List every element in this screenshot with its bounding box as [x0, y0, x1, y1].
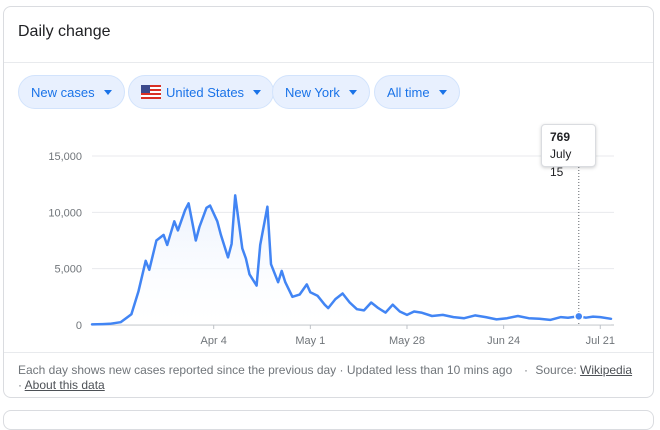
country-filter-chip[interactable]: United States	[128, 75, 275, 109]
chart-tooltip: 769 July 15	[541, 124, 596, 179]
separator-dot: ·	[524, 363, 528, 377]
daily-change-card: Daily change New cases United States New…	[3, 6, 654, 398]
x-tick-label: Jul 21	[586, 335, 615, 347]
source-line: · Source: Wikipedia	[520, 363, 632, 378]
chevron-down-icon	[348, 89, 357, 95]
x-tick-label: May 28	[389, 335, 425, 347]
tooltip-value: 769	[550, 130, 571, 144]
x-tick-label: Jun 24	[487, 335, 520, 347]
series-area	[92, 195, 611, 325]
next-card-edge	[3, 410, 654, 430]
chevron-down-icon	[438, 89, 447, 95]
tooltip-date: July 15	[550, 147, 572, 179]
title-divider	[4, 62, 653, 63]
footer-divider	[4, 352, 653, 353]
us-flag-icon	[141, 85, 161, 99]
about-data-link[interactable]: About this data	[24, 378, 105, 392]
period-filter-chip[interactable]: All time	[374, 75, 460, 109]
region-filter-chip[interactable]: New York	[272, 75, 370, 109]
about-line: · About this data	[18, 378, 643, 393]
source-link[interactable]: Wikipedia	[580, 363, 633, 377]
x-tick-label: Apr 4	[201, 335, 227, 347]
y-tick-label: 10,000	[48, 207, 82, 219]
metric-filter-label: New cases	[31, 84, 95, 100]
series-line	[90, 194, 613, 326]
chevron-down-icon	[253, 89, 262, 95]
chart-footer: Each day shows new cases reported since …	[18, 363, 643, 393]
y-tick-label: 5,000	[54, 264, 82, 276]
y-tick-label: 0	[76, 320, 82, 332]
country-filter-label: United States	[166, 84, 245, 100]
chevron-down-icon	[103, 89, 112, 95]
metric-filter-chip[interactable]: New cases	[18, 75, 125, 109]
x-tick-label: May 1	[295, 335, 325, 347]
card-title: Daily change	[18, 23, 111, 40]
period-filter-label: All time	[387, 84, 430, 100]
y-tick-label: 15,000	[48, 151, 82, 163]
region-filter-label: New York	[285, 84, 340, 100]
hover-point	[574, 311, 584, 322]
separator-dot: ·	[18, 378, 22, 392]
footer-note: Each day shows new cases reported since …	[18, 363, 513, 377]
daily-cases-chart[interactable]: 15,000 10,000 5,000 0 Apr 4 May 1 May 28 Jun 24…	[4, 119, 654, 349]
source-label: Source:	[535, 363, 577, 377]
